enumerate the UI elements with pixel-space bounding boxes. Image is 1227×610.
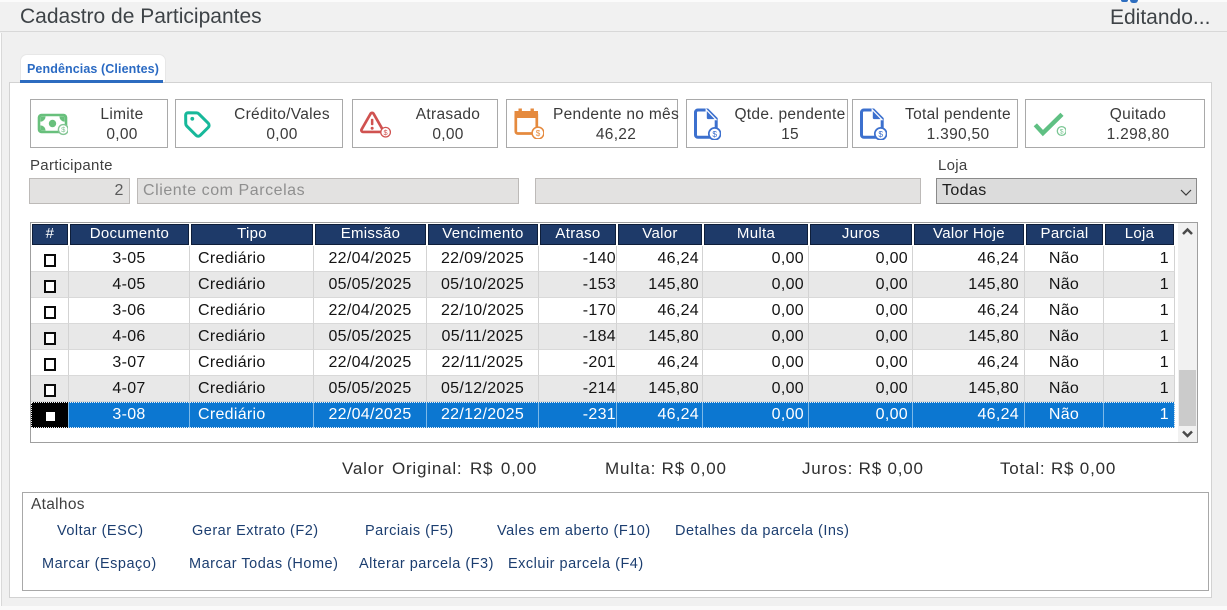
svg-text:$: $ <box>712 128 717 138</box>
svg-text:$: $ <box>536 129 541 138</box>
svg-text:$: $ <box>878 128 883 138</box>
svg-text:$: $ <box>384 127 388 136</box>
svg-text:$: $ <box>61 125 66 134</box>
svg-text:$: $ <box>1060 128 1064 135</box>
